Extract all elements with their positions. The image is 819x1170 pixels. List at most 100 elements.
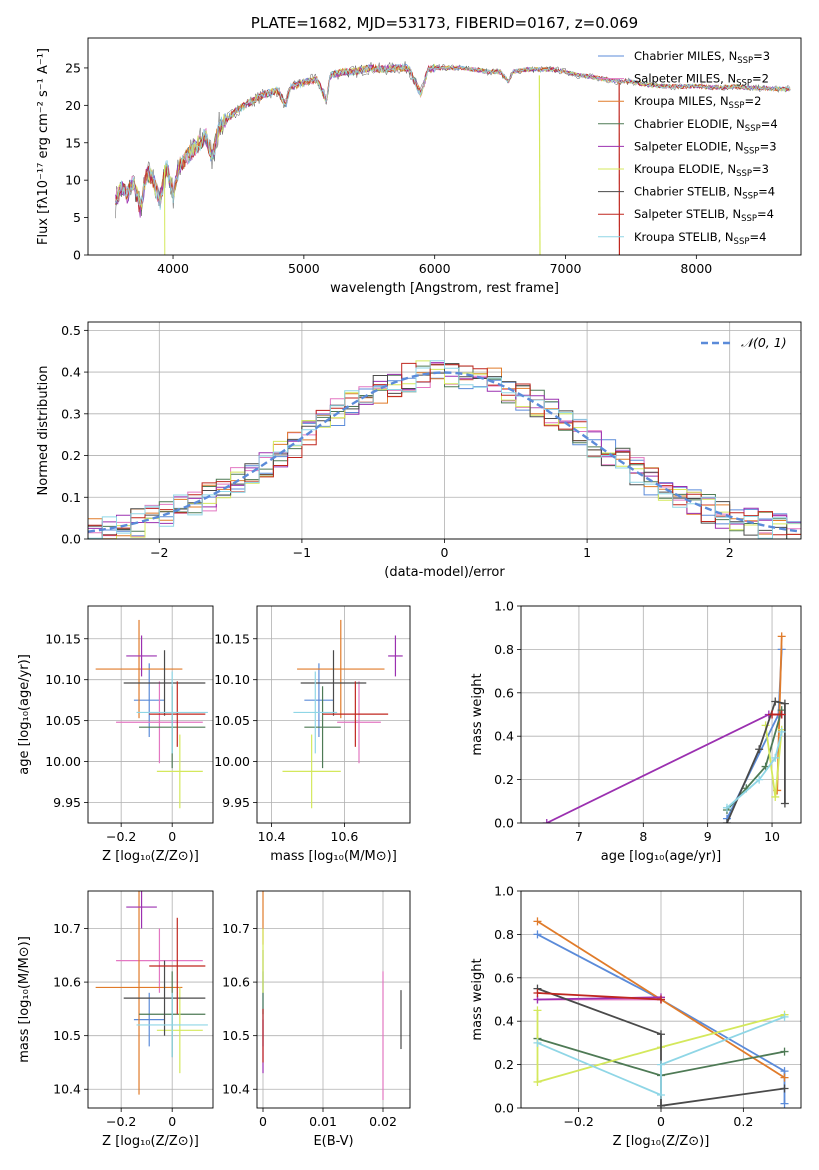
y-tick-label: 0.2 xyxy=(494,1057,514,1072)
y-tick-label: 10.10 xyxy=(214,672,250,687)
y-tick-label: 9.95 xyxy=(222,795,250,810)
legend-label-main: Salpeter ELODIE, N xyxy=(634,139,744,153)
y-axis-label: mass weight xyxy=(470,958,485,1040)
legend-label-sub: SSP xyxy=(737,56,753,66)
legend-label-main: Chabrier MILES, N xyxy=(634,49,737,63)
panel-0: 4000 5000 6000 7000 8000 0 5 10 15 20 25 wavelength… xyxy=(36,14,802,296)
y-tick-label: 0.3 xyxy=(61,406,81,421)
x-tick-label: 2 xyxy=(726,545,734,560)
x-axis-label: Z [log₁₀(Z/Z⊙)] xyxy=(102,849,199,864)
legend-entry: Chabrier STELIB, NSSP=4 xyxy=(598,185,775,202)
y-tick-label: 0.4 xyxy=(61,365,81,380)
y-tick-label: 0.8 xyxy=(494,642,514,657)
legend-label-main: Chabrier ELODIE, N xyxy=(634,117,745,131)
weight-line-4 xyxy=(546,713,782,823)
x-tick-label: 10.6 xyxy=(331,829,359,844)
spectrum-line-6 xyxy=(115,61,791,219)
x-tick-label: 8 xyxy=(639,829,647,844)
legend-label: Chabrier MILES, NSSP=3 xyxy=(634,49,770,66)
weight-line-7 xyxy=(537,992,662,1001)
chart-title: PLATE=1682, MJD=53173, FIBERID=0167, z=0… xyxy=(251,14,638,32)
legend-label-sub: SSP xyxy=(736,79,752,89)
legend-label-tail: =2 xyxy=(744,94,761,108)
x-axis-label: mass [log₁₀(M/M⊙)] xyxy=(270,849,397,864)
y-tick-label: 15 xyxy=(65,135,81,150)
y-tick-label: 10.6 xyxy=(53,975,81,990)
weight-marker xyxy=(780,1073,789,1082)
y-tick-label: 0.4 xyxy=(494,729,514,744)
legend-label-main: Salpeter MILES, N xyxy=(634,72,736,86)
legend-entry: Chabrier MILES, NSSP=3 xyxy=(598,49,770,66)
legend-label: Salpeter ELODIE, NSSP=3 xyxy=(634,139,777,156)
legend-label-tail: =4 xyxy=(758,185,775,199)
weight-marker xyxy=(533,930,542,939)
y-tick-label: 0.0 xyxy=(61,532,81,547)
x-tick-label: −0.2 xyxy=(563,1114,593,1129)
weight-marker xyxy=(780,1012,789,1021)
y-tick-label: 10.7 xyxy=(222,921,250,936)
x-tick-label: 1 xyxy=(583,545,591,560)
y-tick-label: 10.7 xyxy=(53,921,81,936)
legend-entry: Chabrier ELODIE, NSSP=4 xyxy=(598,117,778,134)
weight-line-8 xyxy=(726,731,783,809)
y-tick-label: 10.15 xyxy=(45,631,81,646)
weight-marker xyxy=(533,1038,542,1047)
weight-marker xyxy=(771,697,780,706)
y-tick-label: 10 xyxy=(65,173,81,188)
x-tick-label: 9 xyxy=(704,829,712,844)
weight-marker xyxy=(722,803,731,812)
x-axis-label: Z [log₁₀(Z/Z⊙)] xyxy=(613,1134,710,1149)
x-tick-label: 0 xyxy=(441,545,449,560)
x-tick-label: 7000 xyxy=(550,261,582,276)
panel-7: −0.2 0 0.2 0.0 0.2 0.4 0.6 0.8 1.0 Z [log₁₀(Z/Z⊙)… xyxy=(470,884,802,1149)
axes-frame xyxy=(256,890,411,1109)
weight-marker xyxy=(657,1060,665,1069)
x-tick-label: 0 xyxy=(168,829,176,844)
x-tick-label: −1 xyxy=(293,545,311,560)
weight-marker xyxy=(780,699,789,708)
legend-label-tail: =2 xyxy=(752,72,769,86)
legend-label-tail: =3 xyxy=(760,139,777,153)
weight-marker xyxy=(755,775,764,784)
x-tick-label: 0 xyxy=(657,1114,665,1129)
x-tick-label: 0.2 xyxy=(733,1114,753,1129)
y-tick-label: 25 xyxy=(65,60,81,75)
weight-marker xyxy=(657,1030,665,1039)
x-tick-label: 4000 xyxy=(157,261,189,276)
plot-area-0 xyxy=(115,61,791,255)
y-tick-label: 10.00 xyxy=(214,754,250,769)
plot-area-2 xyxy=(95,619,208,809)
x-tick-label: −2 xyxy=(150,545,168,560)
axes-frame xyxy=(520,890,802,1109)
legend-label-tail: =4 xyxy=(757,207,774,221)
weight-line-0 xyxy=(726,649,783,820)
x-tick-label: 10.4 xyxy=(258,829,286,844)
legend-label-main: Kroupa STELIB, N xyxy=(634,230,734,244)
y-tick-label: 10.4 xyxy=(222,1082,250,1097)
weight-marker xyxy=(533,1077,542,1086)
legend-label: Salpeter MILES, NSSP=2 xyxy=(634,72,769,89)
x-tick-label: 6000 xyxy=(419,261,451,276)
x-tick-label: −0.2 xyxy=(106,829,136,844)
y-tick-label: 10.4 xyxy=(53,1082,81,1097)
y-tick-label: 0.5 xyxy=(61,323,81,338)
y-tick-label: 0.0 xyxy=(494,1101,514,1116)
y-axis-label: mass [log₁₀(M/M⊙)] xyxy=(17,936,32,1063)
legend-label-sub: SSP xyxy=(741,214,757,224)
legend-label: Kroupa MILES, NSSP=2 xyxy=(634,94,761,111)
y-tick-label: 0.6 xyxy=(494,685,514,700)
y-tick-label: 0.2 xyxy=(494,772,514,787)
y-tick-label: 0.6 xyxy=(494,970,514,985)
legend-label-main: Salpeter STELIB, N xyxy=(634,207,741,221)
plot-area-6 xyxy=(262,891,402,1100)
legend-label: Salpeter STELIB, NSSP=4 xyxy=(634,207,774,224)
plot-area-7 xyxy=(533,917,789,1108)
weight-marker xyxy=(780,799,789,808)
weight-line-8 xyxy=(537,1016,785,1097)
legend-label-tail: =3 xyxy=(752,162,769,176)
x-axis-label: age [log₁₀(age/yr)] xyxy=(601,849,722,864)
y-tick-label: 10.05 xyxy=(214,713,250,728)
weight-marker xyxy=(657,1090,665,1099)
legend-label-main: Chabrier STELIB, N xyxy=(634,185,742,199)
legend-label: Chabrier ELODIE, NSSP=4 xyxy=(634,117,778,134)
